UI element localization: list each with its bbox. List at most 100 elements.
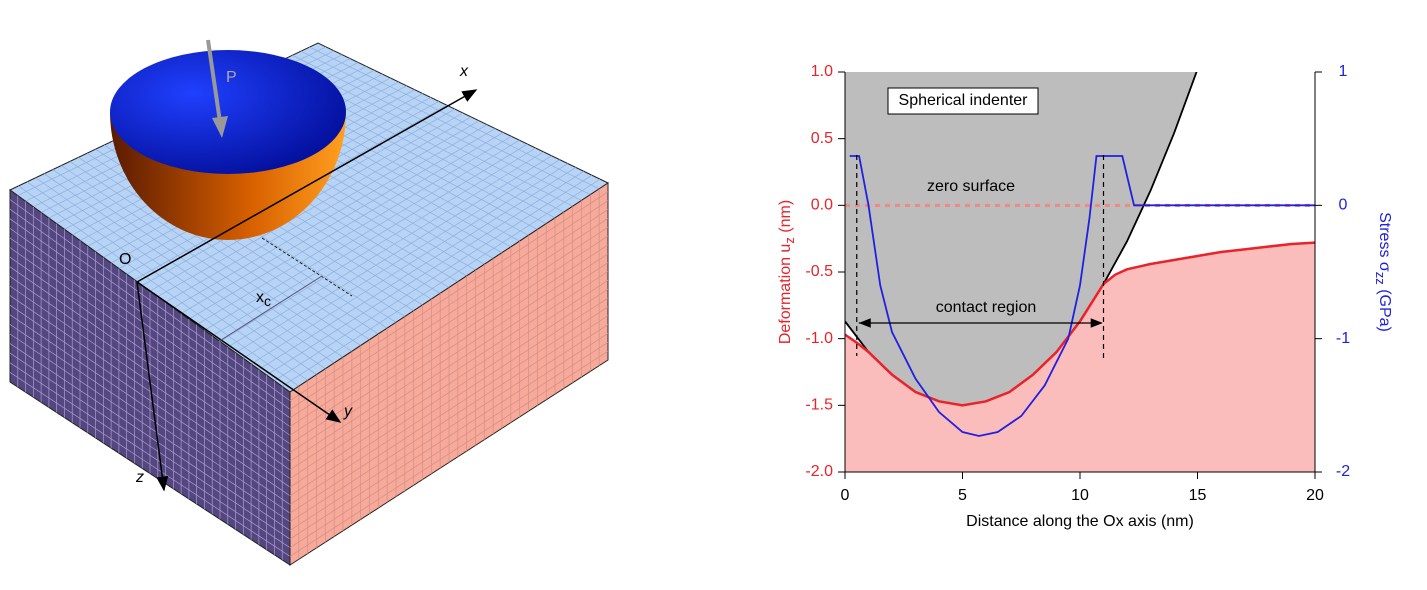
- mesh-line: [289, 200, 609, 410]
- mesh-line: [9, 333, 291, 523]
- mesh-line: [9, 237, 291, 436]
- mesh-line: [289, 226, 609, 436]
- x-tick-label: 20: [1306, 487, 1324, 504]
- mesh-line: [243, 159, 560, 359]
- mesh-line: [289, 342, 609, 548]
- y-axis-label-part: (nm): [777, 200, 794, 237]
- mesh-line: [258, 167, 576, 370]
- chart: contact region zero surface Spherical inde…: [777, 63, 1393, 530]
- mesh-line: [289, 262, 609, 471]
- label-bg: [915, 176, 1027, 198]
- mesh-line: [289, 191, 609, 401]
- mesh-line: [289, 306, 609, 514]
- mesh-line: [9, 372, 291, 557]
- y2-axis-label-part: Stress σ: [1376, 212, 1393, 272]
- annotation: Spherical indenter: [899, 92, 1029, 109]
- mesh-line: [9, 276, 291, 471]
- indenter-top: [110, 50, 346, 174]
- mesh-line: [204, 139, 520, 331]
- mesh-line: [282, 178, 601, 387]
- x-tick-label: 5: [958, 487, 967, 504]
- mesh-line: [9, 295, 291, 488]
- mesh-line: [274, 174, 593, 382]
- mesh-line: [219, 147, 536, 342]
- label-p: P: [226, 69, 237, 86]
- y-axis-label: Deformation uz (nm): [777, 200, 797, 344]
- mesh-line: [157, 116, 472, 297]
- z-axis: [136, 281, 169, 492]
- y-tick-label: 0.5: [811, 130, 833, 147]
- label-xc-sub: c: [264, 293, 271, 309]
- mesh-line: [9, 256, 291, 453]
- mesh-line: [9, 247, 291, 445]
- x-tick-label: 0: [841, 487, 850, 504]
- mesh-line: [227, 151, 544, 348]
- label-y: y: [343, 403, 353, 420]
- annotation-box: [887, 87, 1039, 115]
- area: [845, 242, 1315, 472]
- y-tick-label: 1.0: [811, 63, 833, 80]
- x-tick-label: 15: [1189, 487, 1207, 504]
- y-tick-label: 0.0: [811, 197, 833, 214]
- mesh-line: [289, 350, 609, 557]
- mesh-line: [9, 218, 291, 419]
- force-head: [212, 116, 228, 138]
- force-arrow: [206, 39, 222, 123]
- mesh-line: [289, 324, 609, 531]
- y2-tick-label: -1: [1336, 330, 1350, 347]
- x-axis: [136, 89, 478, 283]
- label-bg: [918, 296, 1054, 318]
- y-tick-label: -2.0: [805, 463, 833, 480]
- reference-label: zero surface: [927, 178, 1015, 195]
- mesh-line: [180, 128, 496, 314]
- label-o: O: [119, 251, 131, 268]
- mesh-line: [289, 280, 609, 488]
- mesh-line: [9, 352, 291, 540]
- mesh-line: [9, 362, 291, 548]
- x-tick-label: 10: [1071, 487, 1089, 504]
- mesh-line: [9, 266, 291, 462]
- mesh-line: [266, 171, 585, 376]
- mesh-line: [9, 343, 291, 531]
- contact-label: contact region: [936, 299, 1037, 316]
- y-axis: [136, 281, 342, 423]
- line: [849, 155, 1315, 437]
- mesh-line: [289, 253, 609, 462]
- plot-area: [845, 72, 1315, 472]
- y-tick-label: -1.0: [805, 330, 833, 347]
- mesh-line: [9, 304, 291, 497]
- mesh-line: [9, 228, 291, 427]
- xc-guide: [261, 237, 353, 297]
- mesh-line: [289, 315, 609, 523]
- mesh-line: [289, 288, 609, 497]
- mesh-line: [235, 155, 552, 354]
- mesh-line: [188, 132, 504, 320]
- y2-axis-label-part: (GPa): [1376, 285, 1393, 332]
- label-xc: xc: [256, 289, 271, 308]
- x-axis-label: Distance along the Ox axis (nm): [966, 513, 1194, 530]
- mesh-line: [289, 235, 609, 445]
- y-tick-label: -1.5: [805, 397, 833, 414]
- y2-tick-label: -2: [1336, 463, 1350, 480]
- y2-axis-label-part: zz: [1373, 272, 1388, 285]
- mesh-line: [289, 333, 609, 540]
- mesh-line: [289, 209, 609, 419]
- mesh-line: [9, 199, 291, 401]
- mesh-line: [165, 120, 480, 303]
- mesh-line: [289, 218, 609, 427]
- y2-axis-label: Stress σzz (GPa): [1373, 212, 1393, 332]
- y-tick-label: -0.5: [805, 263, 833, 280]
- mesh-line: [212, 143, 528, 337]
- label-x: x: [459, 63, 469, 80]
- mesh-line: [173, 124, 488, 309]
- mesh-line: [9, 324, 291, 514]
- label-xc-main: x: [256, 289, 264, 306]
- mesh-line: [289, 297, 609, 505]
- mesh-line: [9, 208, 291, 410]
- y-axis-label-part: z: [782, 237, 797, 244]
- y2-tick-label: 0: [1339, 197, 1348, 214]
- label-z: z: [135, 469, 144, 486]
- mesh-line: [9, 314, 291, 505]
- mesh-line: [196, 136, 512, 325]
